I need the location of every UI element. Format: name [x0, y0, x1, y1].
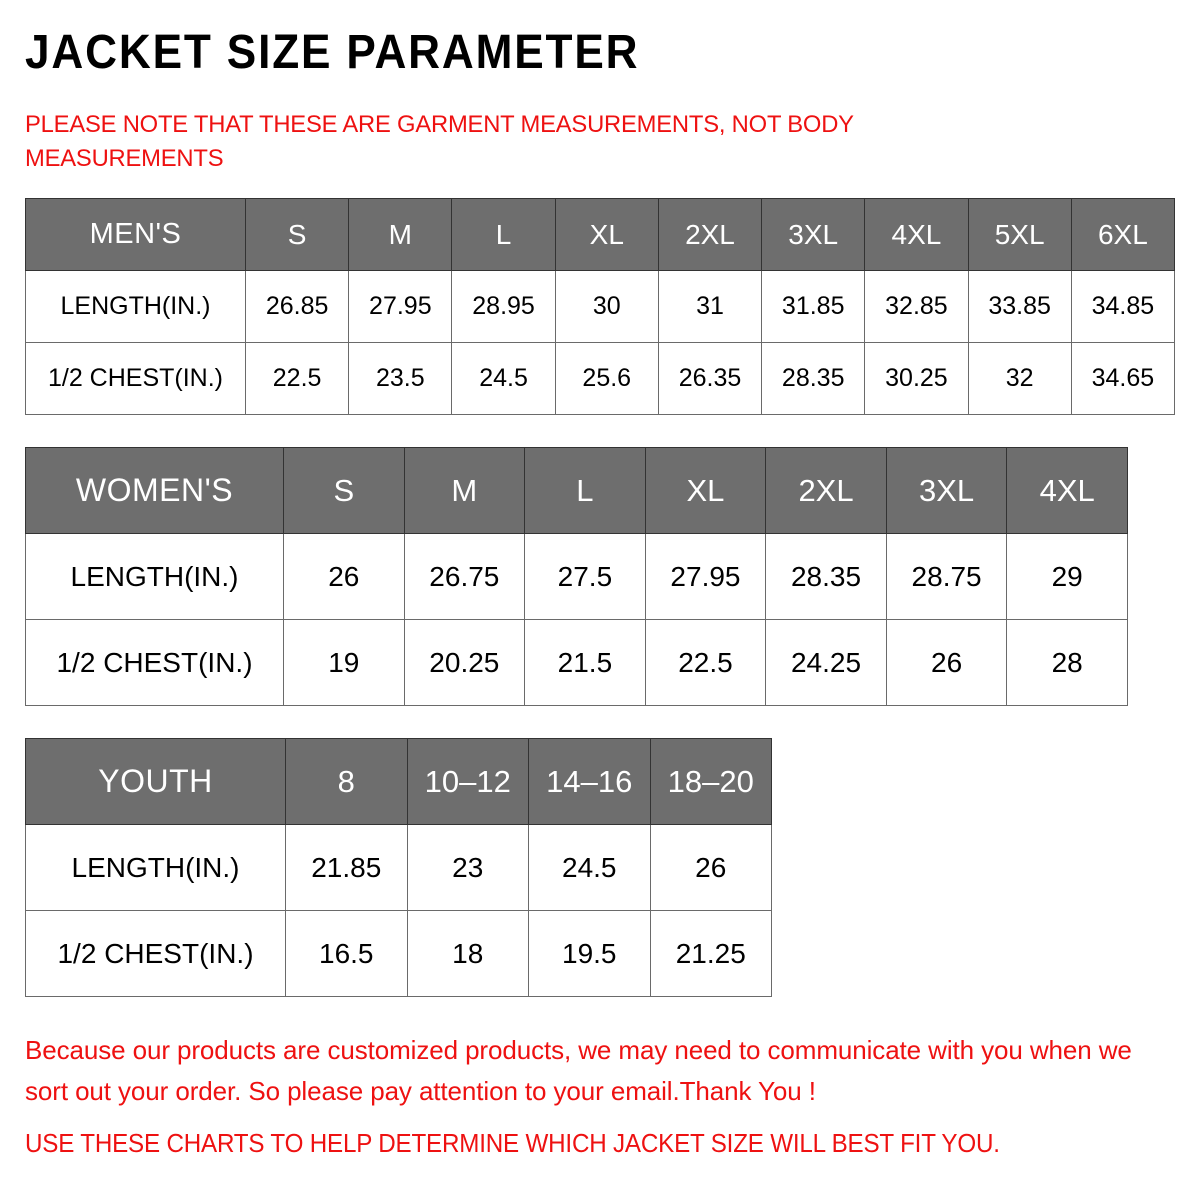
table-row: 1/2 CHEST(IN.) 19 20.25 21.5 22.5 24.25 26 28: [25, 619, 1128, 706]
mens-size-header-7: 5XL: [967, 198, 1072, 271]
mens-cell-0-0: 26.85: [244, 270, 350, 343]
mens-cell-1-3: 25.6: [554, 342, 659, 415]
womens-cell-0-2: 27.5: [524, 533, 646, 620]
womens-row-label-0: LENGTH(IN.): [25, 533, 284, 620]
womens-size-header-0: S: [283, 447, 405, 534]
page-title: JACKET SIZE PARAMETER: [25, 26, 640, 79]
youth-table-head: YOUTH 8 10–12 14–16 18–20: [25, 738, 772, 825]
womens-cell-1-0: 19: [283, 619, 405, 706]
mens-cell-1-1: 23.5: [348, 342, 453, 415]
youth-cell-1-1: 18: [406, 910, 529, 997]
mens-header-row: MEN'S S M L XL 2XL 3XL 4XL 5XL 6XL: [25, 198, 1176, 271]
youth-size-header-0: 8: [285, 738, 408, 825]
youth-size-table: YOUTH 8 10–12 14–16 18–20 LENGTH(IN.) 21.85 23…: [25, 738, 772, 997]
mens-cell-1-5: 28.35: [761, 342, 866, 415]
mens-size-header-0: S: [244, 198, 350, 271]
womens-table-body: LENGTH(IN.) 26 26.75 27.5 27.95 28.35 28.75 29 1…: [25, 533, 1128, 706]
youth-cell-0-3: 26: [649, 824, 772, 911]
mens-cell-0-6: 32.85: [864, 270, 969, 343]
womens-size-header-5: 3XL: [885, 447, 1008, 534]
table-row: 1/2 CHEST(IN.) 16.5 18 19.5 21.25: [25, 910, 772, 997]
garment-measurement-note: PLEASE NOTE THAT THESE ARE GARMENT MEASU…: [25, 111, 854, 172]
mens-size-table: MEN'S S M L XL 2XL 3XL 4XL 5XL 6XL LENGTH(IN.) 26.…: [25, 198, 1176, 415]
youth-size-header-2: 14–16: [528, 738, 651, 825]
youth-size-header-1: 10–12: [406, 738, 529, 825]
mens-table-head: MEN'S S M L XL 2XL 3XL 4XL 5XL 6XL: [25, 198, 1176, 271]
mens-cell-1-4: 26.35: [657, 342, 763, 415]
mens-size-header-2: L: [451, 198, 556, 271]
youth-cell-0-1: 23: [406, 824, 529, 911]
mens-cell-0-1: 27.95: [348, 270, 453, 343]
mens-size-header-1: M: [348, 198, 453, 271]
youth-cell-1-0: 16.5: [285, 910, 408, 997]
table-row: LENGTH(IN.) 26.85 27.95 28.95 30 31 31.85 32.85…: [25, 270, 1176, 343]
youth-cell-0-0: 21.85: [285, 824, 408, 911]
youth-row-label-0: LENGTH(IN.): [25, 824, 286, 911]
womens-cell-0-0: 26: [283, 533, 405, 620]
mens-size-header-8: 6XL: [1070, 198, 1176, 271]
youth-cell-1-3: 21.25: [649, 910, 772, 997]
mens-cell-0-3: 30: [554, 270, 659, 343]
womens-header-label: WOMEN'S: [25, 447, 284, 534]
womens-cell-0-5: 28.75: [885, 533, 1008, 620]
mens-size-header-5: 3XL: [761, 198, 866, 271]
womens-cell-1-4: 24.25: [765, 619, 887, 706]
mens-cell-0-5: 31.85: [761, 270, 866, 343]
customization-note: Because our products are customized prod…: [25, 1035, 1132, 1106]
mens-row-label-0: LENGTH(IN.): [25, 270, 246, 343]
womens-table-head: WOMEN'S S M L XL 2XL 3XL 4XL: [25, 447, 1128, 534]
mens-cell-1-0: 22.5: [244, 342, 350, 415]
womens-header-row: WOMEN'S S M L XL 2XL 3XL 4XL: [25, 447, 1128, 534]
mens-size-header-3: XL: [554, 198, 659, 271]
mens-cell-0-2: 28.95: [451, 270, 556, 343]
mens-size-header-4: 2XL: [657, 198, 763, 271]
table-row: LENGTH(IN.) 26 26.75 27.5 27.95 28.35 28.75 29: [25, 533, 1128, 620]
womens-size-header-6: 4XL: [1006, 447, 1128, 534]
mens-size-header-6: 4XL: [864, 198, 969, 271]
womens-cell-1-1: 20.25: [403, 619, 526, 706]
womens-cell-1-3: 22.5: [644, 619, 767, 706]
womens-size-header-1: M: [403, 447, 526, 534]
mens-cell-1-8: 34.65: [1070, 342, 1176, 415]
womens-cell-1-6: 28: [1006, 619, 1128, 706]
youth-header-row: YOUTH 8 10–12 14–16 18–20: [25, 738, 772, 825]
womens-cell-0-4: 28.35: [765, 533, 887, 620]
mens-cell-1-6: 30.25: [864, 342, 969, 415]
womens-size-header-2: L: [524, 447, 646, 534]
mens-cell-1-2: 24.5: [451, 342, 556, 415]
womens-size-header-3: XL: [644, 447, 767, 534]
mens-header-label: MEN'S: [25, 198, 246, 271]
womens-row-label-1: 1/2 CHEST(IN.): [25, 619, 284, 706]
mens-cell-0-4: 31: [657, 270, 763, 343]
womens-cell-1-2: 21.5: [524, 619, 646, 706]
table-row: LENGTH(IN.) 21.85 23 24.5 26: [25, 824, 772, 911]
youth-cell-0-2: 24.5: [528, 824, 651, 911]
mens-cell-1-7: 32: [967, 342, 1072, 415]
womens-cell-0-1: 26.75: [403, 533, 526, 620]
youth-header-label: YOUTH: [25, 738, 286, 825]
mens-table-body: LENGTH(IN.) 26.85 27.95 28.95 30 31 31.85 32.85…: [25, 270, 1176, 415]
youth-size-header-3: 18–20: [649, 738, 772, 825]
womens-cell-0-3: 27.95: [644, 533, 767, 620]
womens-size-header-4: 2XL: [765, 447, 887, 534]
youth-cell-1-2: 19.5: [528, 910, 651, 997]
mens-cell-0-8: 34.85: [1070, 270, 1176, 343]
womens-size-table: WOMEN'S S M L XL 2XL 3XL 4XL LENGTH(IN.) 26 26.75…: [25, 447, 1128, 706]
womens-cell-0-6: 29: [1006, 533, 1128, 620]
mens-row-label-1: 1/2 CHEST(IN.): [25, 342, 246, 415]
chart-usage-note: USE THESE CHARTS TO HELP DETERMINE WHICH…: [25, 1128, 1000, 1158]
womens-cell-1-5: 26: [885, 619, 1008, 706]
mens-cell-0-7: 33.85: [967, 270, 1072, 343]
youth-table-body: LENGTH(IN.) 21.85 23 24.5 26 1/2 CHEST(IN.) 16…: [25, 824, 772, 997]
youth-row-label-1: 1/2 CHEST(IN.): [25, 910, 286, 997]
table-row: 1/2 CHEST(IN.) 22.5 23.5 24.5 25.6 26.35 28.35…: [25, 342, 1176, 415]
